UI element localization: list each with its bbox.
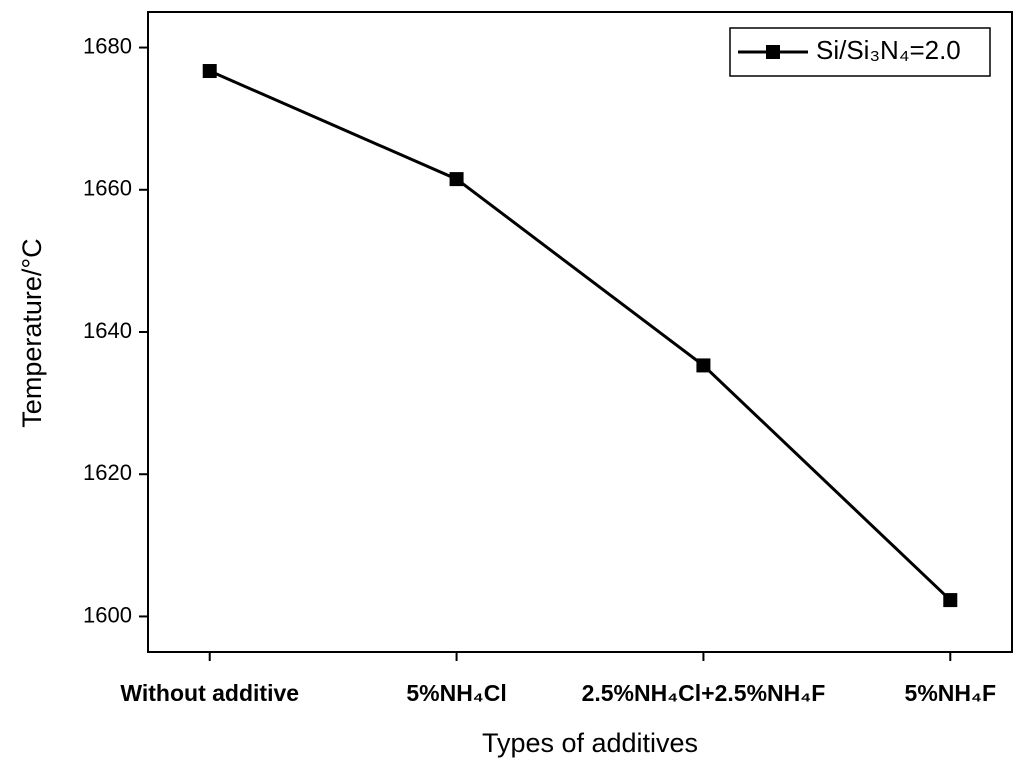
y-tick-label: 1640 — [83, 318, 132, 343]
x-tick-label: Without additive — [120, 680, 299, 706]
x-tick-label: 5%NH₄Cl — [406, 680, 506, 706]
y-tick-label: 1600 — [83, 602, 132, 627]
y-tick-label: 1660 — [83, 176, 132, 201]
legend-marker — [766, 45, 780, 59]
y-axis-label: Temperature/°C — [17, 238, 47, 427]
data-point — [202, 64, 217, 79]
data-point — [696, 358, 711, 373]
plot-frame — [147, 11, 1013, 653]
y-tick-label: 1620 — [83, 460, 132, 485]
legend-label: Si/Si₃N₄=2.0 — [816, 35, 961, 65]
x-axis-label: Types of additives — [482, 728, 698, 758]
x-tick-label: 2.5%NH₄Cl+2.5%NH₄F — [582, 680, 826, 706]
data-point — [449, 172, 464, 187]
y-tick-label: 1680 — [83, 33, 132, 58]
series-line — [209, 69, 952, 602]
x-tick-label: 5%NH₄F — [905, 680, 996, 706]
data-point — [943, 593, 958, 608]
